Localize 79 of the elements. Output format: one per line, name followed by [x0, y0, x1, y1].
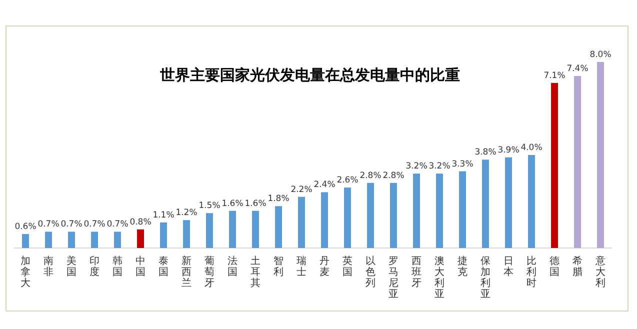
bar	[206, 213, 213, 248]
data-label: 3.2%	[428, 162, 450, 172]
bar	[68, 232, 75, 248]
x-tick-label: 葡萄牙	[204, 255, 214, 289]
x-tick-label: 希腊	[572, 255, 582, 278]
chart-title: 世界主要国家光伏发电量在总发电量中的比重	[159, 66, 460, 84]
x-tick-label: 法国	[228, 255, 238, 278]
x-tick-label: 美国	[66, 255, 76, 278]
bar	[528, 155, 535, 248]
data-label: 8.0%	[590, 50, 612, 60]
x-tick-label: 土耳其	[250, 255, 260, 289]
x-tick-label: 保加利亚	[480, 256, 490, 300]
data-label: 3.3%	[452, 159, 474, 170]
data-label: 1.6%	[244, 198, 266, 209]
data-label: 3.8%	[474, 148, 496, 158]
data-label: 1.1%	[152, 210, 174, 220]
bar	[22, 234, 29, 248]
bar	[137, 229, 144, 248]
x-tick-label: 瑞士	[296, 255, 306, 278]
x-tick-label: 罗马尼亚	[388, 256, 398, 300]
data-label: 1.5%	[198, 201, 220, 212]
bar	[114, 232, 121, 248]
bar	[160, 222, 167, 248]
x-tick-label: 日本	[504, 256, 514, 278]
data-label: 2.8%	[360, 170, 382, 181]
data-label: 1.6%	[222, 198, 244, 209]
bar	[91, 232, 98, 248]
data-label: 3.2%	[406, 162, 428, 172]
bar	[436, 174, 443, 248]
data-label: 3.9%	[498, 145, 520, 156]
data-label: 0.7%	[60, 220, 82, 230]
data-label: 0.7%	[38, 220, 60, 230]
bar	[551, 82, 558, 248]
bar	[597, 62, 604, 248]
bar	[344, 188, 351, 248]
x-tick-label: 澳大利亚	[434, 255, 444, 300]
x-tick-label: 南非	[44, 255, 54, 278]
data-label: 0.7%	[106, 220, 128, 230]
bar	[321, 192, 328, 248]
bar	[298, 196, 305, 248]
data-label: 0.8%	[130, 217, 152, 228]
bar	[367, 182, 374, 248]
x-tick-label: 意大利	[594, 255, 606, 289]
bar	[574, 76, 581, 248]
bar	[459, 171, 466, 248]
bar	[275, 206, 282, 248]
x-tick-label: 西班牙	[412, 256, 422, 289]
x-tick-label: 以色列	[366, 255, 376, 289]
bar	[45, 232, 52, 248]
data-label: 1.2%	[176, 208, 198, 218]
x-tick-label: 德国	[550, 256, 560, 278]
data-label: 2.8%	[382, 170, 404, 181]
x-tick-label: 智利	[274, 255, 284, 278]
bar	[505, 157, 512, 248]
data-label: 1.8%	[268, 194, 290, 204]
data-label: 4.0%	[520, 143, 542, 153]
data-label: 2.4%	[314, 180, 336, 190]
x-tick-label: 丹麦	[320, 256, 330, 278]
bar	[229, 210, 236, 248]
data-label: 0.7%	[84, 220, 106, 230]
bar	[183, 220, 190, 248]
data-label: 2.2%	[290, 184, 312, 195]
x-tick-label: 中国	[136, 255, 146, 278]
x-tick-label: 泰国	[158, 256, 168, 278]
x-tick-label: 英国	[342, 255, 352, 278]
data-label: 7.1%	[544, 70, 566, 81]
x-tick-label: 印度	[90, 255, 100, 278]
data-label: 2.6%	[336, 176, 358, 186]
x-tick-label: 捷克	[458, 255, 468, 278]
bar	[413, 174, 420, 248]
x-tick-label: 韩国	[112, 255, 122, 278]
data-label: 0.6%	[14, 222, 36, 232]
data-label: 7.4%	[566, 64, 588, 74]
bar	[482, 160, 489, 248]
bar	[390, 182, 397, 248]
x-tick-label: 比利时	[526, 255, 536, 289]
bar	[252, 210, 259, 248]
x-tick-label: 加拿大	[20, 255, 30, 289]
x-tick-label: 新西兰	[182, 255, 192, 289]
